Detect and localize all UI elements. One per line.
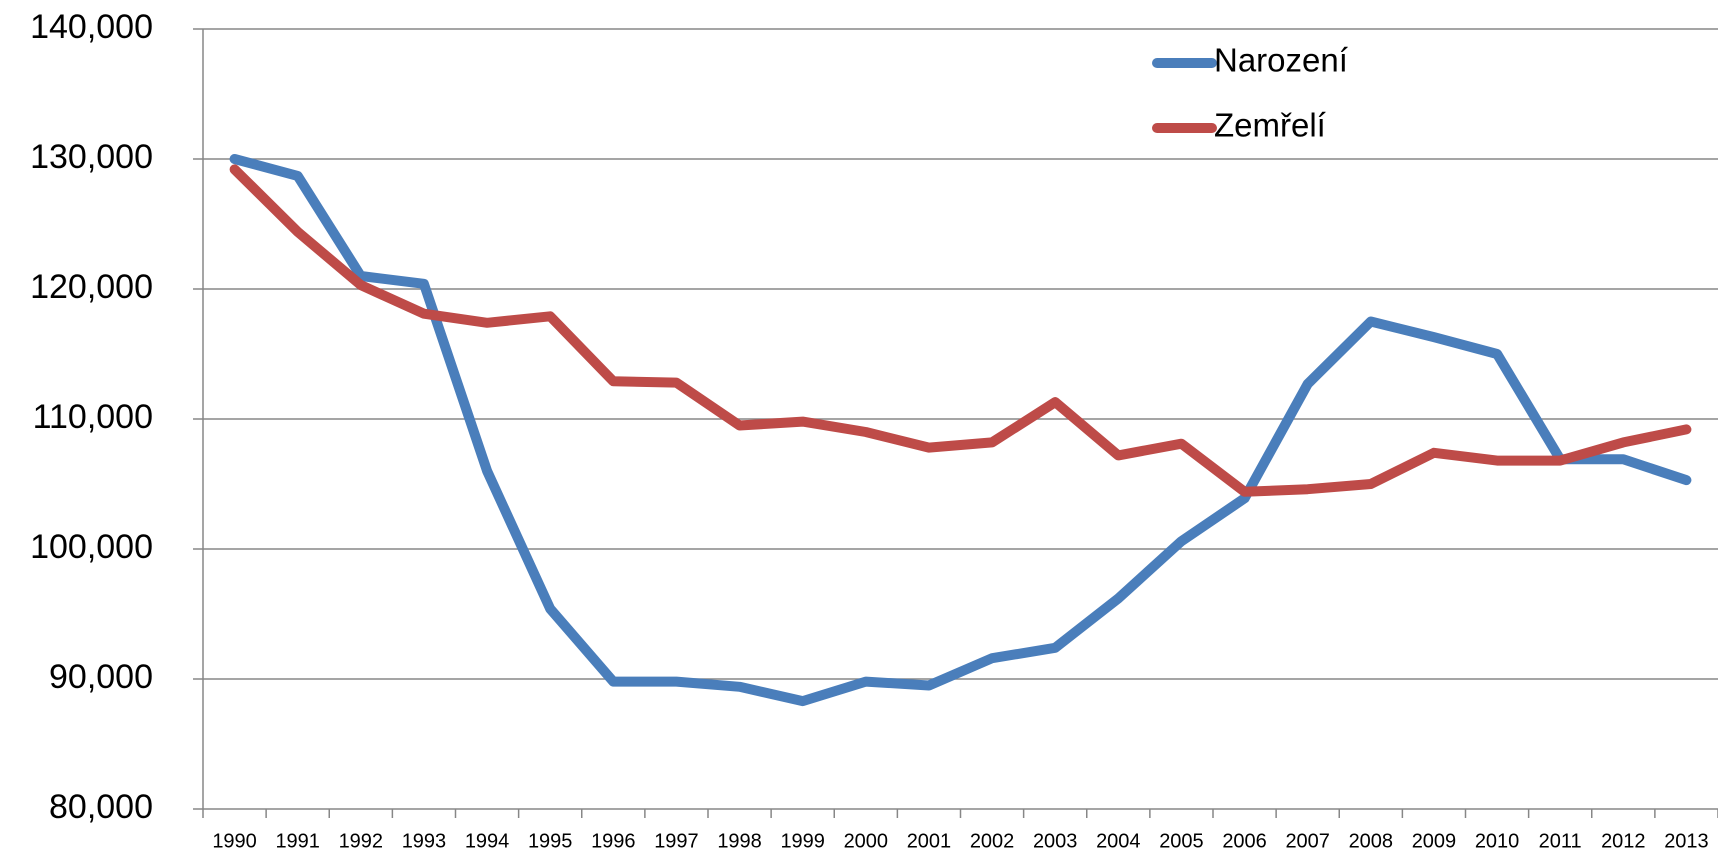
series-line [229,154,1692,707]
x-tick-label: 2000 [844,830,889,852]
series-line [229,164,1692,497]
x-tick-label: 2006 [1222,830,1267,852]
x-tick-label: 2008 [1349,830,1394,852]
x-tick-label: 2007 [1285,830,1330,852]
x-tick-label: 2005 [1159,830,1204,852]
x-tick-label: 2002 [970,830,1015,852]
y-tick-label: 130,000 [30,138,153,176]
x-tick-label: 1999 [780,830,825,852]
x-tick-label: 1991 [275,830,320,852]
x-tick-label: 1990 [212,830,257,852]
x-tick-label: 2004 [1096,830,1141,852]
x-tick-label: 2010 [1475,830,1520,852]
legend-label: Narození [1214,42,1348,79]
y-tick-label: 110,000 [33,398,153,436]
x-tick-label: 2011 [1539,830,1582,852]
x-tick-label: 1994 [465,830,510,852]
x-tick-label: 2012 [1601,830,1646,852]
y-tick-label: 140,000 [30,8,153,46]
x-tick-label: 1993 [402,830,447,852]
x-tick-label: 1995 [528,830,573,852]
x-tick-label: 2013 [1664,830,1709,852]
x-tick-label: 2001 [907,830,952,852]
y-tick-label: 80,000 [49,788,153,826]
x-tick-label: 1992 [339,830,384,852]
x-tick-label: 2003 [1033,830,1078,852]
x-tick-label: 1997 [654,830,699,852]
y-tick-label: 90,000 [49,658,153,696]
y-tick-label: 120,000 [30,268,153,306]
x-tick-label: 1998 [717,830,762,852]
legend-label: Zemřelí [1214,107,1326,144]
x-tick-label: 1996 [591,830,636,852]
x-tick-label: 2009 [1412,830,1457,852]
y-tick-label: 100,000 [30,528,153,566]
